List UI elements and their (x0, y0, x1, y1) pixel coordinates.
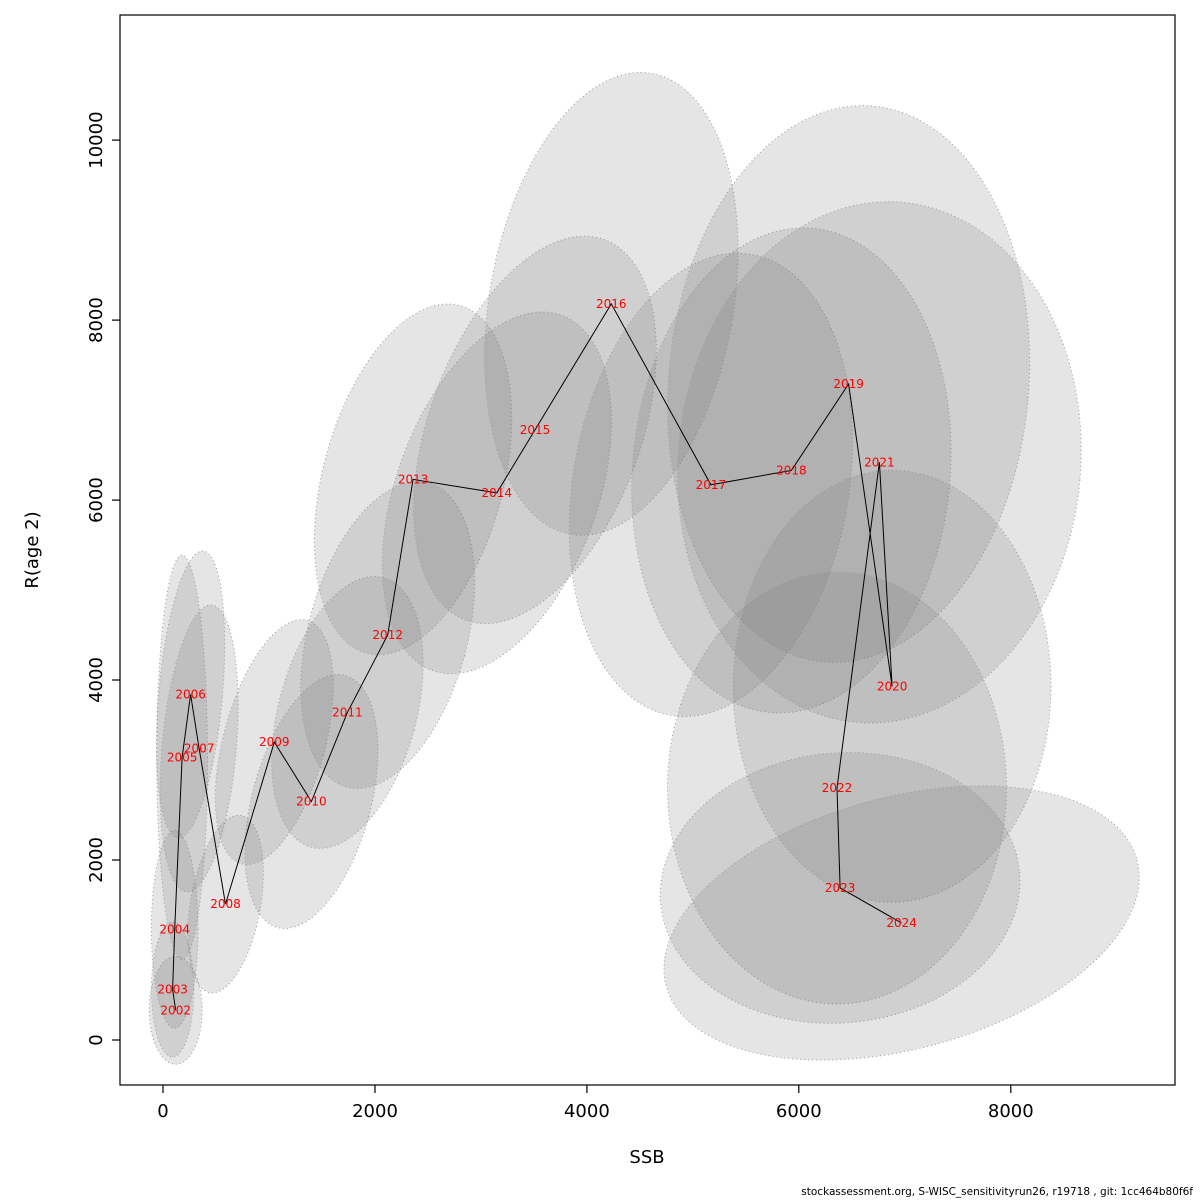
footer-credit: stockassessment.org, S-WISC_sensitivityr… (801, 1186, 1193, 1198)
y-axis-title: R(age 2) (22, 511, 43, 588)
y-axis-tick-label: 0 (86, 1034, 107, 1045)
year-label-2019: 2019 (833, 377, 864, 391)
year-label-2006: 2006 (175, 687, 206, 701)
year-label-2014: 2014 (482, 486, 513, 500)
year-label-2024: 2024 (886, 916, 917, 930)
y-axis-tick-label: 2000 (86, 837, 107, 883)
trajectory-line (172, 302, 902, 1011)
year-label-2008: 2008 (210, 897, 241, 911)
y-axis-tick-label: 4000 (86, 657, 107, 703)
x-axis-tick-label: 4000 (564, 1101, 610, 1122)
year-label-2012: 2012 (372, 628, 403, 642)
year-label-2023: 2023 (825, 881, 856, 895)
y-axis-tick-label: 10000 (86, 111, 107, 168)
year-label-2013: 2013 (398, 472, 429, 486)
year-label-2016: 2016 (596, 297, 627, 311)
y-axis-tick-label: 6000 (86, 477, 107, 523)
year-label-2004: 2004 (159, 922, 190, 936)
year-label-2020: 2020 (877, 679, 908, 693)
x-axis-tick-label: 0 (157, 1101, 168, 1122)
trajectory-layer (172, 302, 902, 1011)
year-label-2007: 2007 (184, 741, 215, 755)
year-label-2022: 2022 (822, 781, 853, 795)
confidence-ellipses-layer (148, 71, 1140, 1065)
year-label-2009: 2009 (259, 735, 290, 749)
x-axis-title: SSB (629, 1147, 664, 1168)
x-axis-tick-label: 6000 (776, 1101, 822, 1122)
year-label-2011: 2011 (332, 705, 363, 719)
x-axis-tick-label: 2000 (352, 1101, 398, 1122)
year-labels-layer: 2002 2003 2004 2005 2006 2007 2008 2009 2010 2011… (157, 297, 917, 1017)
axes-layer: 0 2000 4000 6000 8000 0 2000 4000 6000 8000 10000 (86, 14, 1176, 1122)
year-label-2002: 2002 (160, 1003, 191, 1017)
year-label-2003: 2003 (157, 983, 188, 997)
year-label-2010: 2010 (296, 795, 327, 809)
year-label-2018: 2018 (776, 463, 807, 477)
year-label-2021: 2021 (864, 455, 895, 469)
year-label-2005: 2005 (167, 750, 198, 764)
x-axis-tick-label: 8000 (988, 1101, 1034, 1122)
year-label-2017: 2017 (696, 478, 727, 492)
y-axis-tick-label: 8000 (86, 297, 107, 343)
plot-frame (119, 14, 1176, 1086)
year-label-2015: 2015 (520, 423, 551, 437)
